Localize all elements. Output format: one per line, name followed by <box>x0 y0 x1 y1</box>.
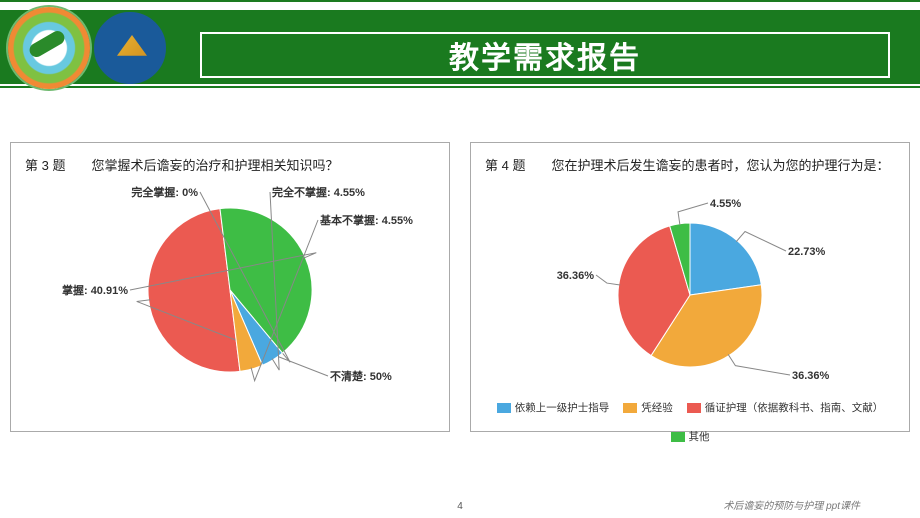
q4-pie: 22.73% 36.36% 36.36% 4.55% <box>485 180 895 400</box>
pie-slice-label: 基本不掌握: 4.55% <box>319 213 413 227</box>
pie-slice-label: 4.55% <box>710 198 741 210</box>
pie-slice-label: 36.36% <box>557 270 595 282</box>
legend-label: 其他 <box>689 429 710 444</box>
q4-legend: 依赖上一级护士指导 凭经验 循证护理（依据教科书、指南、文献） 其他 <box>485 400 895 444</box>
pie-slice-label: 掌握: 40.91% <box>62 283 128 297</box>
logo-main-icon <box>8 7 90 89</box>
q3-title: 第 3 题 您掌握术后谵妄的治疗和护理相关知识吗？ <box>25 155 435 174</box>
legend-item: 其他 <box>671 429 710 444</box>
chart-panel-q3: 第 3 题 您掌握术后谵妄的治疗和护理相关知识吗？ 不清楚: 50% 掌握: 40… <box>10 142 450 432</box>
legend-swatch <box>497 403 511 413</box>
legend-item: 凭经验 <box>623 400 673 415</box>
legend-item: 依赖上一级护士指导 <box>497 400 610 415</box>
header-banner: 教学需求报告 <box>0 0 920 88</box>
legend-label: 循证护理（依据教科书、指南、文献） <box>705 400 884 415</box>
pie-slice-label: 不清楚: 50% <box>330 369 392 383</box>
pie-slice-label: 完全掌握: 0% <box>131 185 198 199</box>
legend-item: 循证护理（依据教科书、指南、文献） <box>687 400 884 415</box>
pie-slice-label: 完全不掌握: 4.55% <box>272 185 365 199</box>
page-title: 教学需求报告 <box>449 33 641 77</box>
pie-slice-label: 36.36% <box>792 370 830 382</box>
footer-caption: 术后谵妄的预防与护理 ppt课件 <box>723 497 860 512</box>
legend-label: 依赖上一级护士指导 <box>515 400 610 415</box>
q3-pie: 不清楚: 50% 掌握: 40.91% 完全掌握: 0% 完全不掌握: 4.55% 基本… <box>25 180 435 400</box>
legend-swatch <box>671 432 685 442</box>
charts-row: 第 3 题 您掌握术后谵妄的治疗和护理相关知识吗？ 不清楚: 50% 掌握: 40… <box>10 142 910 472</box>
legend-swatch <box>623 403 637 413</box>
legend-label: 凭经验 <box>641 400 673 415</box>
legend-swatch <box>687 403 701 413</box>
logo-group <box>8 2 198 94</box>
logo-secondary-icon <box>94 12 166 84</box>
q4-title: 第 4 题 您在护理术后发生谵妄的患者时，您认为您的护理行为是： <box>485 155 895 174</box>
chart-panel-q4: 第 4 题 您在护理术后发生谵妄的患者时，您认为您的护理行为是： 22.73% 3… <box>470 142 910 432</box>
title-bar: 教学需求报告 <box>200 32 890 78</box>
page-number: 4 <box>457 501 463 512</box>
pie-slice-label: 22.73% <box>788 246 826 258</box>
